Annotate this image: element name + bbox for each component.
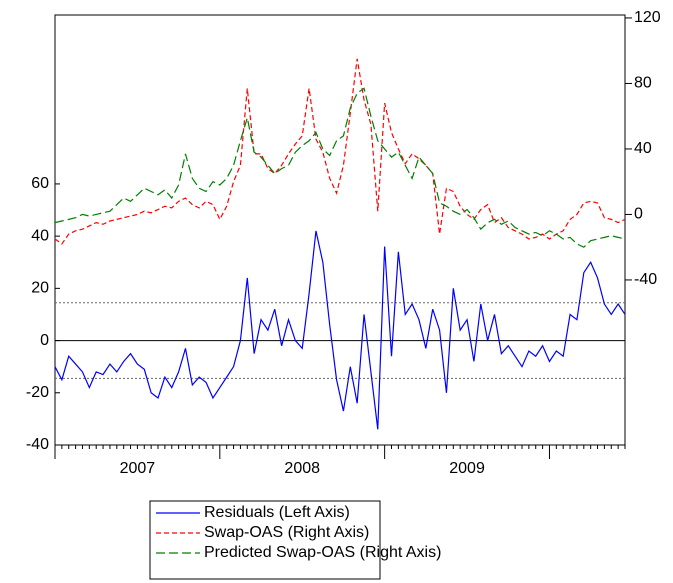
y2-tick-label: 0 <box>634 206 643 223</box>
plot-frame <box>54 14 626 446</box>
y-tick-label: 60 <box>31 175 49 192</box>
y2-tick-label: 120 <box>634 9 661 26</box>
y-tick-label: -20 <box>26 384 49 401</box>
y2-tick-label: 40 <box>634 140 652 157</box>
y-tick-label: 0 <box>40 332 49 349</box>
series-line <box>54 87 626 248</box>
legend-label: Swap-OAS (Right Axis) <box>204 524 369 541</box>
series-line <box>54 230 626 430</box>
y2-tick-label: 80 <box>634 75 652 92</box>
y-tick-label: 20 <box>31 280 49 297</box>
series-line <box>54 58 626 245</box>
y-tick-label: 40 <box>31 227 49 244</box>
y2-tick-label: -40 <box>634 271 657 288</box>
legend-label: Residuals (Left Axis) <box>204 504 350 521</box>
x-tick-label: 2007 <box>120 460 156 477</box>
y-tick-label: -40 <box>26 436 49 453</box>
legend-box <box>149 500 381 580</box>
x-tick-label: 2008 <box>284 460 320 477</box>
legend-label: Predicted Swap-OAS (Right Axis) <box>204 544 441 561</box>
x-tick-label: 2009 <box>449 460 485 477</box>
